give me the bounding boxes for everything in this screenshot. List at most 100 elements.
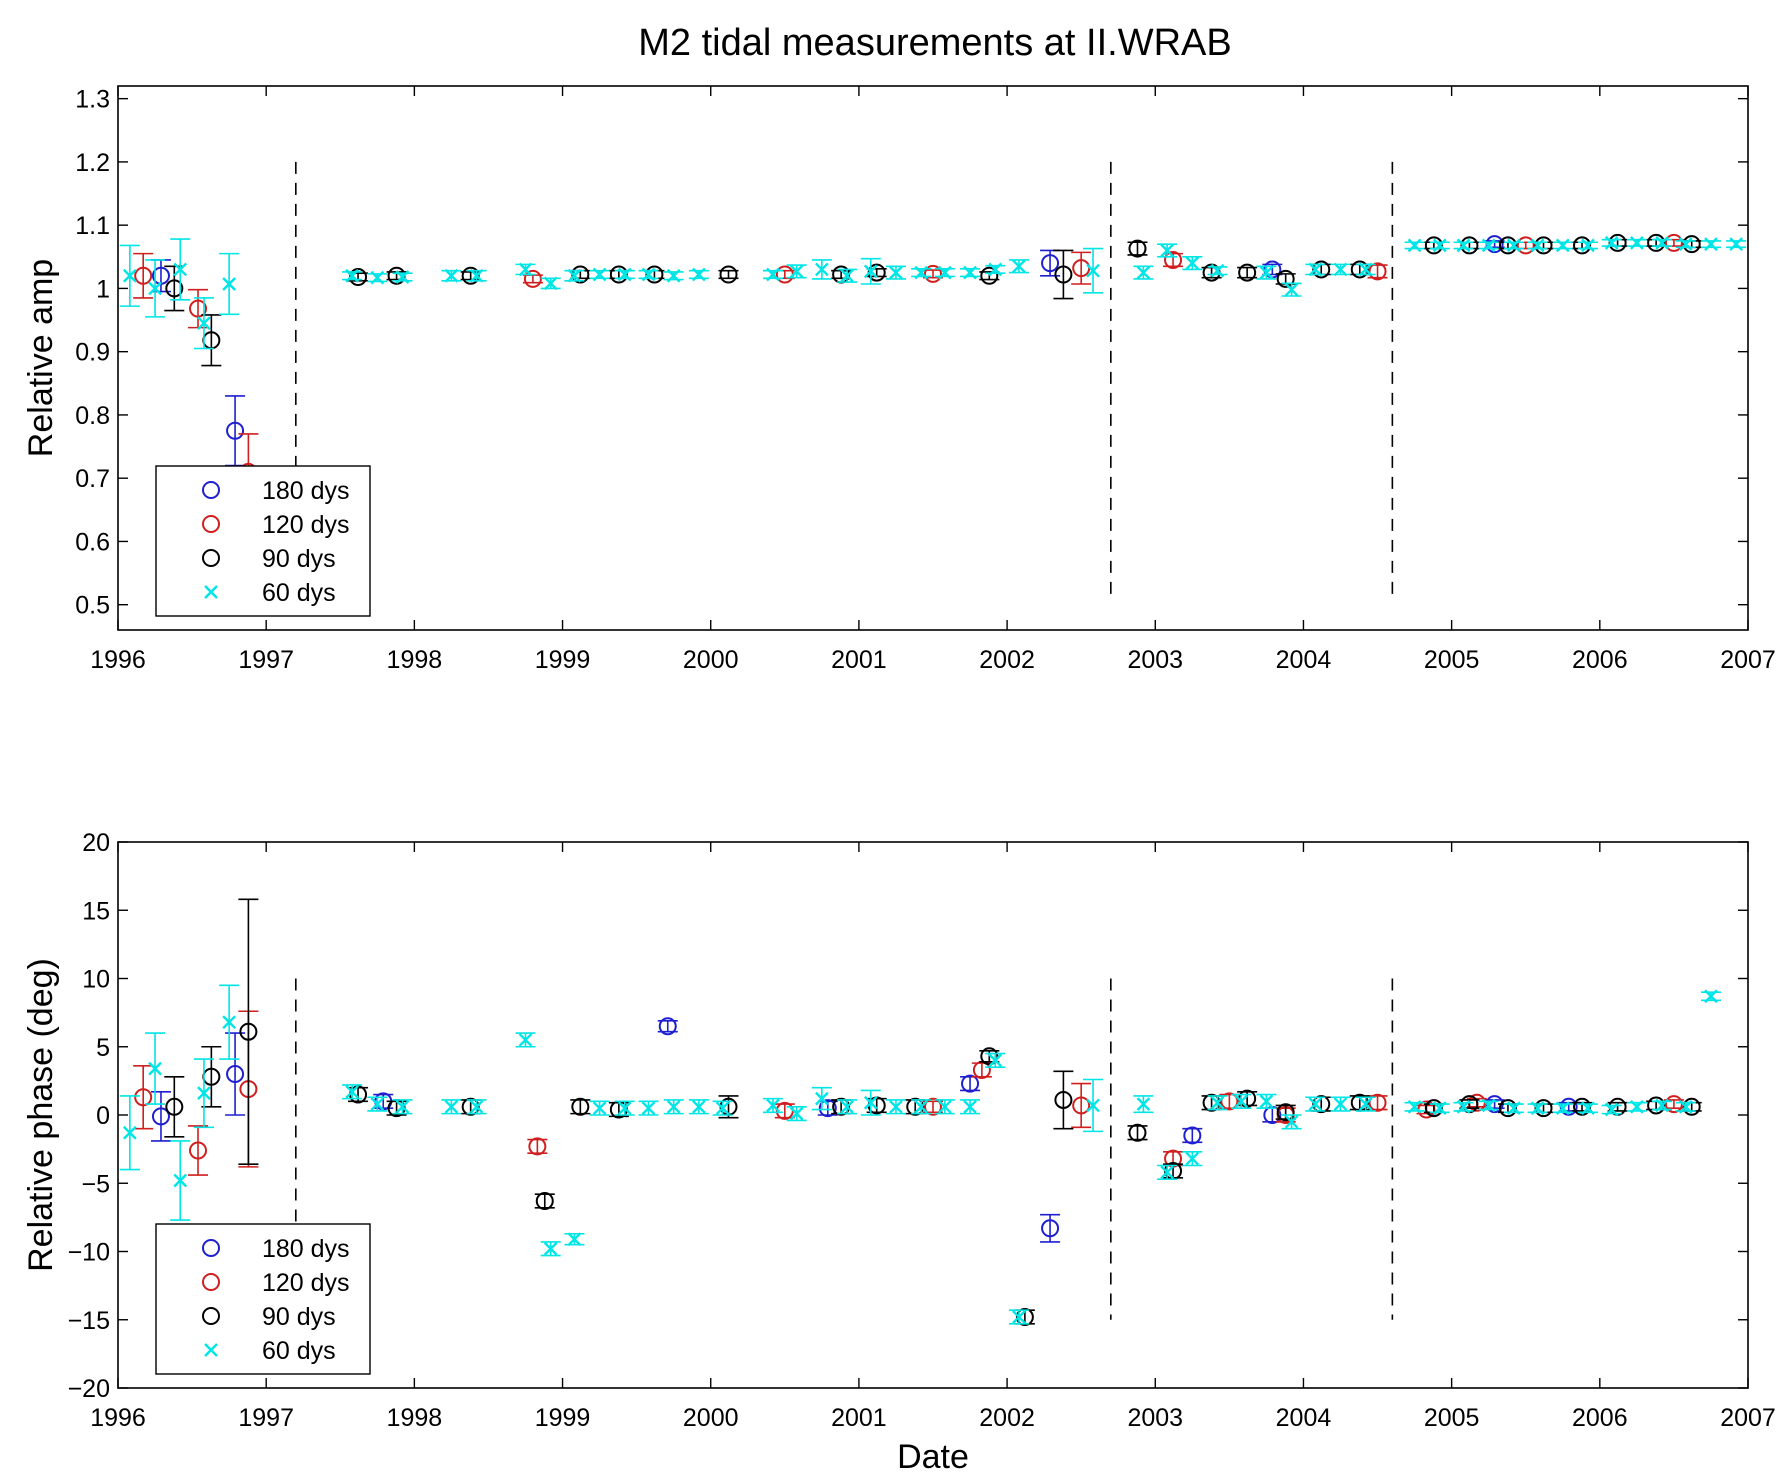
axes-box xyxy=(117,85,1749,631)
data-point xyxy=(1054,265,1073,284)
data-point xyxy=(1183,1126,1202,1145)
data-point xyxy=(963,1099,977,1114)
data-point xyxy=(1581,238,1595,253)
data-point xyxy=(988,1053,1003,1068)
x-tick-label: 2007 xyxy=(1720,646,1776,674)
data-point xyxy=(1507,1101,1521,1116)
data-point xyxy=(832,1097,851,1116)
y-axis-label: Relative phase (deg) xyxy=(22,958,60,1272)
error-bar xyxy=(971,1062,992,1078)
legend-label: 90 dys xyxy=(262,545,336,573)
y-axis-label: Relative amp xyxy=(22,259,60,457)
legend-label: 120 dys xyxy=(262,511,350,539)
data-point xyxy=(766,1098,780,1113)
data-point xyxy=(1368,1093,1387,1112)
data-point xyxy=(1160,1165,1174,1180)
data-point xyxy=(148,281,162,296)
data-layer xyxy=(119,898,1721,1327)
data-point xyxy=(543,1241,558,1256)
data-point xyxy=(1259,1094,1274,1109)
legend-marker-x xyxy=(204,585,218,599)
data-point xyxy=(617,1101,632,1116)
data-point xyxy=(395,270,410,284)
data-point xyxy=(924,1097,942,1116)
data-point xyxy=(222,1015,236,1030)
data-point xyxy=(1350,260,1369,279)
legend-marker-x xyxy=(204,1343,218,1357)
data-point xyxy=(1432,1101,1447,1116)
data-point xyxy=(345,268,359,283)
error-bar xyxy=(527,1138,548,1155)
data-point xyxy=(239,1022,258,1041)
data-point xyxy=(906,1097,925,1116)
data-point xyxy=(1498,1099,1517,1118)
error-bar xyxy=(133,1065,154,1130)
data-point xyxy=(1333,262,1348,277)
data-point xyxy=(1041,1219,1060,1238)
data-point xyxy=(1136,1097,1151,1111)
series-60-dys xyxy=(119,984,1721,1325)
data-point xyxy=(1678,237,1693,251)
data-point xyxy=(1164,250,1183,269)
data-point xyxy=(1704,989,1718,1004)
data-point xyxy=(395,1099,410,1114)
panel-1: 1996 1997 1998 1999 2000 2001 2002 2003 2004 2005… xyxy=(22,85,1776,674)
x-tick-label: 2006 xyxy=(1572,1404,1628,1432)
data-point xyxy=(535,1191,554,1210)
data-point xyxy=(1481,1098,1496,1113)
error-bar xyxy=(1071,251,1092,285)
panel-2: 1996 1997 1998 1999 2000 2001 2002 2003 2004 2005… xyxy=(22,829,1776,1476)
data-point xyxy=(1460,236,1479,255)
data-point xyxy=(370,1097,385,1111)
data-point xyxy=(1276,269,1295,288)
data-point xyxy=(1498,236,1517,255)
data-point xyxy=(1608,233,1627,252)
error-bar xyxy=(1053,249,1074,300)
x-tick-label: 1999 xyxy=(535,1404,591,1432)
x-tick-label: 2005 xyxy=(1424,1404,1480,1432)
data-point xyxy=(123,1125,137,1140)
y-tick-label: 1.2 xyxy=(75,149,110,177)
data-point xyxy=(1012,1310,1026,1324)
data-point xyxy=(1534,1099,1553,1118)
data-point xyxy=(123,268,137,283)
error-bar xyxy=(570,1099,591,1115)
data-point xyxy=(1407,238,1422,253)
x-tick-label: 2003 xyxy=(1127,1404,1183,1432)
data-point xyxy=(815,262,829,277)
data-point xyxy=(1086,263,1100,278)
y-tick-label: 1 xyxy=(96,275,110,303)
data-point xyxy=(189,1141,208,1160)
data-point xyxy=(571,1097,590,1116)
data-point xyxy=(1555,1101,1570,1116)
x-tick-label: 1999 xyxy=(535,646,591,674)
data-point xyxy=(988,262,1003,277)
error-bar xyxy=(1127,1125,1148,1141)
error-bar xyxy=(164,1075,185,1138)
data-point xyxy=(1664,233,1683,252)
data-point xyxy=(592,1101,607,1116)
data-point xyxy=(840,268,854,283)
data-point xyxy=(165,1097,184,1116)
data-point xyxy=(469,1099,484,1114)
data-point xyxy=(444,268,459,283)
data-point xyxy=(1704,237,1718,251)
data-point xyxy=(1358,1097,1373,1111)
data-point xyxy=(151,1107,170,1126)
x-tick-label: 2000 xyxy=(683,646,739,674)
data-point xyxy=(938,1099,952,1114)
data-point xyxy=(1604,236,1619,250)
data-point xyxy=(1136,265,1151,280)
data-point xyxy=(567,1232,582,1247)
y-tick-label: 0.6 xyxy=(75,528,110,556)
legend-label: 60 dys xyxy=(262,1337,336,1365)
data-point xyxy=(1284,1114,1299,1129)
x-tick-label: 2002 xyxy=(979,1404,1035,1432)
data-point xyxy=(1555,238,1570,253)
data-point xyxy=(1259,265,1274,280)
data-point xyxy=(1407,1099,1422,1114)
data-point xyxy=(592,267,607,282)
data-point xyxy=(1128,1123,1147,1142)
error-bar xyxy=(534,1193,555,1209)
x-tick-label: 2004 xyxy=(1276,646,1332,674)
